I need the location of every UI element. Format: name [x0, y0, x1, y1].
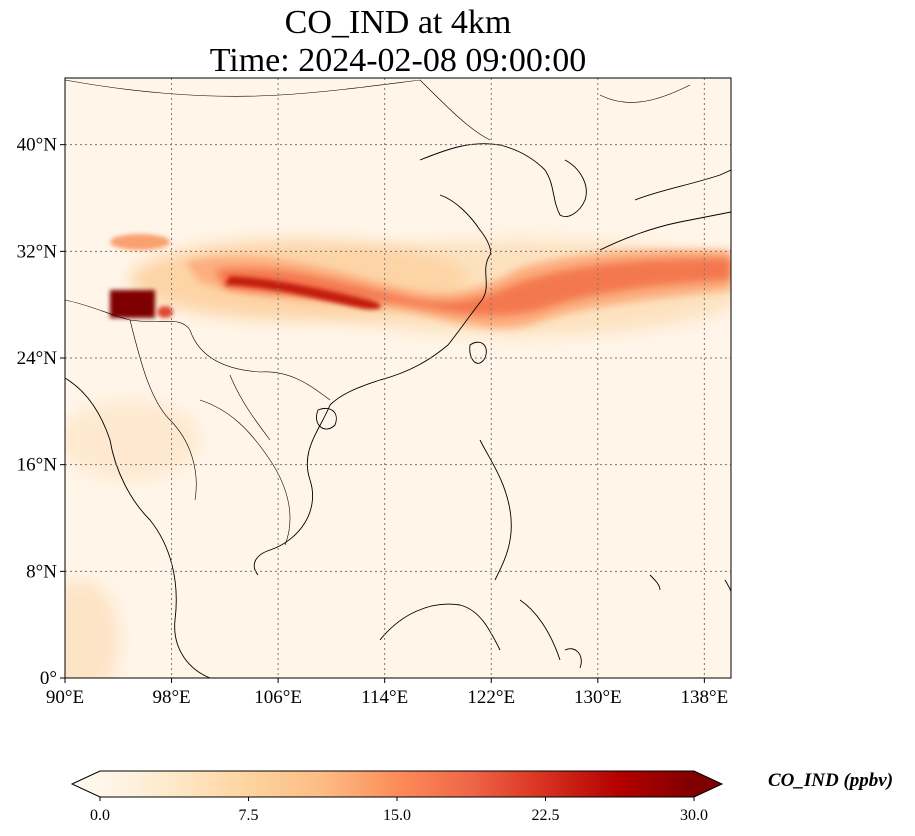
longitude-axis: 90°E 98°E 106°E 114°E 122°E 130°E 138°E — [46, 678, 728, 708]
y-tick-label: 8°N — [26, 561, 57, 582]
y-tick-label: 32°N — [17, 241, 58, 262]
colorbar-ticks: 0.0 7.5 15.0 22.5 30.0 — [90, 797, 708, 824]
colorbar-tick-label: 30.0 — [680, 807, 708, 824]
colorbar-min-extend — [72, 771, 100, 797]
colorbar-tick-label: 22.5 — [532, 807, 560, 824]
y-tick-label: 0° — [40, 668, 57, 689]
latitude-axis: 0° 8°N 16°N 24°N 32°N 40°N — [17, 135, 65, 689]
colorbar-gradient — [100, 771, 694, 797]
x-tick-label: 106°E — [254, 687, 302, 708]
y-tick-label: 24°N — [17, 348, 58, 369]
colorbar-tick-label: 15.0 — [383, 807, 411, 824]
map-background — [65, 78, 731, 678]
colorbar-tick-label: 7.5 — [239, 807, 259, 824]
colorbar-max-extend — [694, 771, 722, 797]
map-subtitle-time: Time: 2024-02-08 09:00:00 — [209, 42, 587, 79]
x-tick-label: 98°E — [152, 687, 190, 708]
x-tick-label: 130°E — [574, 687, 622, 708]
map-frame — [64, 77, 732, 679]
x-tick-label: 138°E — [681, 687, 729, 708]
country-borders — [65, 79, 691, 546]
colorbar: 0.0 7.5 15.0 22.5 30.0 — [70, 770, 724, 824]
colorbar-label: CO_IND (ppbv) — [768, 770, 894, 791]
gridlines — [65, 78, 731, 678]
map-title: CO_IND at 4km — [284, 4, 512, 41]
colorbar-tick-label: 0.0 — [90, 807, 110, 824]
y-tick-label: 16°N — [17, 455, 58, 476]
x-tick-label: 122°E — [467, 687, 515, 708]
coastlines — [65, 143, 731, 678]
x-tick-label: 90°E — [46, 687, 84, 708]
y-tick-label: 40°N — [17, 135, 58, 156]
x-tick-label: 114°E — [361, 687, 408, 708]
map-panel — [65, 78, 731, 678]
